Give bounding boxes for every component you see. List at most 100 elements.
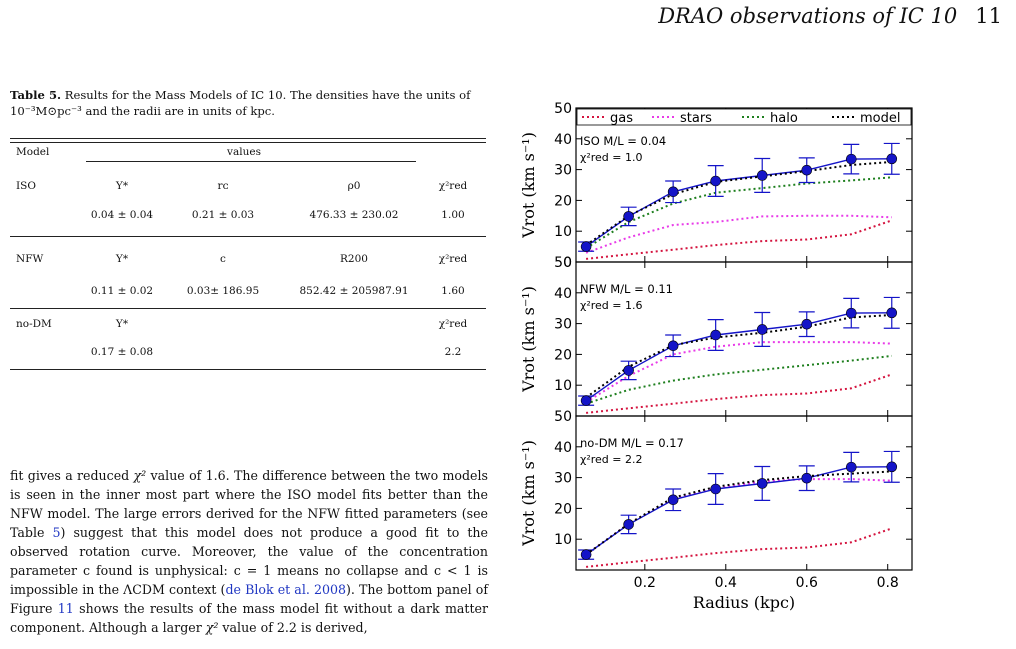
observed-data-point	[801, 318, 813, 330]
table-param: Υ*	[115, 318, 129, 330]
row-rule	[10, 308, 486, 309]
observed-data-point	[710, 483, 721, 495]
model-series-line	[585, 314, 892, 399]
y-tick-label: 20	[554, 347, 572, 363]
observed-data-point	[845, 153, 857, 165]
legend-entry: halo	[770, 111, 798, 126]
observed-data-point	[756, 324, 768, 335]
legend-entry: model	[860, 111, 900, 126]
chart-legend: gas stars halo model	[576, 108, 912, 126]
table-caption: Table 5. Results for the Mass Models of …	[10, 87, 490, 119]
panel-frame	[575, 107, 913, 263]
x-tick-label: 0.8	[877, 575, 899, 591]
panel-chi-label: χ²red = 2.2	[580, 453, 643, 466]
y-tick-label: 10	[554, 532, 572, 548]
panel-chi-label: χ²red = 1.6	[580, 299, 643, 312]
y-tick-label: 30	[554, 317, 572, 333]
y-axis-label: Vrot (km s⁻¹)	[519, 440, 538, 547]
panel-frame	[575, 415, 913, 571]
table-value: 0.11 ± 0.02	[90, 285, 154, 297]
observed-series-line	[585, 466, 892, 556]
halo-series-line	[585, 354, 892, 405]
observed-data-point	[667, 186, 679, 198]
observed-data-point	[580, 549, 592, 560]
observed-data-point	[710, 329, 721, 341]
table-value: 1.60	[441, 285, 465, 297]
observed-data-point	[710, 175, 721, 187]
row-rule	[10, 236, 486, 237]
chart-panel-2: 10 20 30 40 50 NFW M/L = 0.11 χ²red = 1.6 Vrot …	[519, 255, 913, 417]
observed-data-point	[886, 461, 898, 473]
x-tick-label: 0.2	[634, 575, 656, 591]
chart-panel-3: 10 20 30 40 50 no-DM M/L = 0.17 χ²red = 2.2 Vro…	[519, 409, 913, 571]
values-rule	[86, 161, 416, 162]
model-series-line	[585, 470, 892, 556]
observed-data-point	[801, 164, 813, 176]
table-value: 0.04 ± 0.04	[90, 209, 154, 221]
header-model: Model	[16, 146, 50, 158]
y-tick-label: 20	[554, 193, 572, 209]
observed-series-line	[585, 312, 892, 402]
y-tick-label: 40	[554, 440, 572, 456]
page-number: 11	[975, 4, 1002, 28]
running-title: DRAO observations of IC 10	[658, 4, 958, 28]
table-param: rᴄ	[217, 180, 229, 192]
table-value: 852.42 ± 205987.91	[299, 285, 409, 297]
observed-data-point	[756, 170, 768, 181]
observed-data-point	[845, 307, 857, 319]
observed-data-point	[886, 153, 898, 165]
body-text: fit gives a reduced χ² value of 1.6. The…	[10, 466, 488, 637]
body-paragraph: fit gives a reduced χ² value of 1.6. The…	[10, 468, 488, 635]
table-row-model: no-DM	[16, 318, 52, 330]
table-param: χ²red	[438, 253, 468, 265]
observed-data-point	[667, 494, 679, 506]
y-tick-label: 50	[554, 409, 572, 425]
table-param: R200	[340, 253, 368, 265]
running-header: DRAO observations of IC 10 11	[658, 4, 1002, 28]
panel-model-label: NFW M/L = 0.11	[580, 282, 673, 296]
rotation-curve-figure: 0 10 20 30 40 50 ISO M/L = 0.04 χ²red = 1.0 Vrot…	[519, 101, 913, 612]
observed-data-point	[801, 472, 813, 484]
y-tick-label: 40	[554, 132, 572, 148]
x-tick-label: 0.6	[796, 575, 818, 591]
panel-model-label: no-DM M/L = 0.17	[580, 436, 684, 450]
y-tick-label: 10	[554, 224, 572, 240]
y-tick-label: 10	[554, 378, 572, 394]
table-value: 2.2	[444, 346, 462, 358]
y-tick-label: 40	[554, 286, 572, 302]
table-param: χ²red	[438, 318, 468, 330]
observed-data-point	[580, 241, 592, 252]
table-reference-link[interactable]: 5	[52, 525, 61, 540]
table-param: c	[220, 253, 226, 265]
observed-data-point	[845, 461, 857, 473]
table-row-model: ISO	[16, 180, 36, 192]
table-value: 476.33 ± 230.02	[309, 209, 399, 221]
figure-reference-link[interactable]: 11	[57, 601, 74, 616]
table-value: 1.00	[441, 209, 465, 221]
gas-series-line	[585, 373, 893, 414]
observed-data-point	[580, 395, 592, 406]
observed-data-point	[623, 519, 634, 530]
panel-model-label: ISO M/L = 0.04	[580, 134, 666, 148]
y-tick-label: 30	[554, 163, 572, 179]
legend-entry: stars	[680, 111, 712, 126]
gas-series-line	[585, 527, 893, 568]
x-axis-label: Radius (kpc)	[693, 593, 795, 612]
table-param: Υ*	[115, 180, 129, 192]
table-caption-label: Table 5.	[10, 88, 62, 102]
x-tick-label: 0.4	[715, 575, 737, 591]
table-caption-text: Results for the Mass Models of IC 10. Th…	[10, 88, 471, 118]
table-param: χ²red	[438, 180, 468, 192]
table-top-rule	[10, 138, 486, 139]
panel-chi-label: χ²red = 1.0	[580, 151, 643, 164]
y-tick-label: 20	[554, 501, 572, 517]
citation-link[interactable]: de Blok et al. 2008	[225, 582, 346, 597]
legend-entry: gas	[610, 111, 633, 126]
y-tick-label: 0	[563, 255, 572, 271]
chart-panel-1: 0 10 20 30 40 50 ISO M/L = 0.04 χ²red = 1.0 Vrot…	[519, 101, 913, 271]
halo-series-line	[585, 176, 892, 249]
table-value: 0.03± 186.95	[186, 285, 260, 297]
gas-series-line	[585, 219, 893, 260]
y-tick-label: 50	[554, 101, 572, 117]
y-axis-label: Vrot (km s⁻¹)	[519, 286, 538, 393]
